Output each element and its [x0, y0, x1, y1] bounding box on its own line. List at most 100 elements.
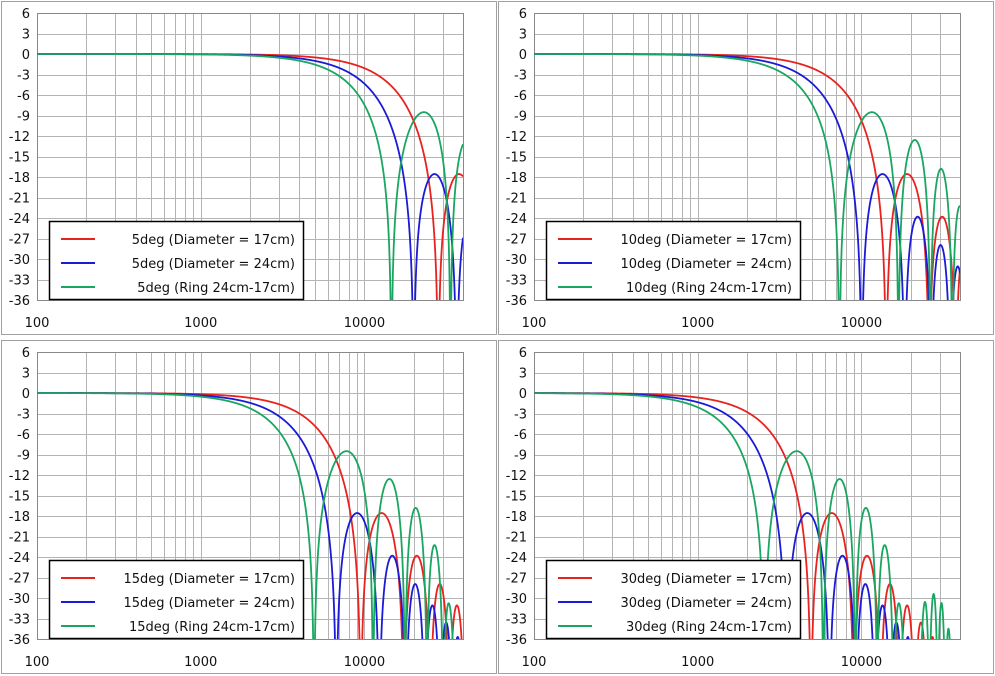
y-tick-label: 0: [22, 48, 30, 63]
legend-label: 5deg (Diameter = 17cm): [132, 233, 295, 248]
series-line-green: [534, 392, 951, 639]
y-tick-label: -24: [9, 212, 30, 227]
y-tick-label: -33: [9, 274, 30, 289]
x-tick-label: 10000: [344, 316, 385, 331]
legend: 15deg (Diameter = 17cm) 15deg (Diameter =…: [48, 559, 305, 640]
y-tick-label: -9: [17, 449, 30, 464]
y-tick-label: 3: [22, 367, 30, 382]
y-tick-label: -36: [506, 633, 527, 648]
x-tick-label: 10000: [841, 655, 882, 670]
y-tick-label: -15: [506, 490, 527, 505]
y-tick-label: -3: [17, 69, 30, 84]
y-tick-label: -24: [506, 551, 527, 566]
x-tick-label: 10000: [841, 316, 882, 331]
series-line-green: [37, 53, 463, 300]
x-tick-label: 1000: [681, 316, 714, 331]
legend-label: 10deg (Ring 24cm-17cm): [626, 281, 792, 296]
legend-label: 5deg (Diameter = 24cm): [132, 257, 295, 272]
y-tick-label: -36: [506, 294, 527, 309]
legend-label: 5deg (Ring 24cm-17cm): [137, 281, 295, 296]
series-line-green: [534, 53, 960, 300]
y-tick-label: -6: [17, 89, 30, 104]
y-tick-label: -18: [506, 510, 527, 525]
x-tick-label: 10000: [344, 655, 385, 670]
y-tick-label: -3: [514, 69, 527, 84]
x-tick-label: 1000: [184, 316, 217, 331]
plot-area: [534, 352, 961, 640]
y-tick-label: -30: [9, 253, 30, 268]
y-tick-label: -3: [514, 408, 527, 423]
y-tick-label: -18: [506, 171, 527, 186]
x-tick-label: 1000: [184, 655, 217, 670]
legend-label: 15deg (Diameter = 17cm): [123, 572, 295, 587]
y-tick-label: -12: [9, 130, 30, 145]
plot-area: [37, 13, 464, 301]
y-tick-label: -27: [506, 572, 527, 587]
y-tick-label: -12: [506, 469, 527, 484]
y-tick-label: 0: [519, 387, 527, 402]
y-tick-label: -36: [9, 294, 30, 309]
legend-label: 15deg (Ring 24cm-17cm): [129, 620, 295, 635]
y-tick-label: 6: [519, 7, 527, 22]
y-tick-label: -9: [514, 110, 527, 125]
x-tick-label: 100: [25, 316, 50, 331]
y-tick-label: -6: [514, 89, 527, 104]
y-tick-label: 3: [519, 28, 527, 43]
legend-label: 10deg (Diameter = 24cm): [620, 257, 792, 272]
y-tick-label: -30: [506, 253, 527, 268]
y-tick-label: -15: [9, 151, 30, 166]
series-line-green: [37, 392, 454, 639]
y-tick-label: 6: [22, 346, 30, 361]
grid: [534, 13, 961, 301]
y-tick-label: -12: [506, 130, 527, 145]
legend: 30deg (Diameter = 17cm) 30deg (Diameter =…: [545, 559, 802, 640]
y-tick-label: -21: [9, 531, 30, 546]
y-tick-label: -21: [506, 192, 527, 207]
y-tick-label: -15: [506, 151, 527, 166]
y-tick-label: 3: [22, 28, 30, 43]
chart-panel-2: 6 3 0 -3 -6 -9 -12 -15 -18 -21 -24 -27 -30 -33 -36 100 1…: [498, 1, 994, 335]
y-tick-label: -27: [9, 233, 30, 248]
y-tick-label: -21: [9, 192, 30, 207]
plot-area: [534, 13, 961, 301]
legend-label: 15deg (Diameter = 24cm): [123, 596, 295, 611]
x-tick-label: 100: [522, 655, 547, 670]
y-tick-label: 6: [519, 346, 527, 361]
y-tick-label: 6: [22, 7, 30, 22]
chart-panel-1: 6 3 0 -3 -6 -9 -12 -15 -18 -21 -24 -27 -30 -33 -36 100 1…: [1, 1, 497, 335]
y-tick-label: -9: [514, 449, 527, 464]
y-tick-label: -33: [9, 613, 30, 628]
chart-panel-4: 6 3 0 -3 -6 -9 -12 -15 -18 -21 -24 -27 -30 -33 -36 100 1…: [498, 340, 994, 674]
y-tick-label: -24: [9, 551, 30, 566]
x-tick-label: 100: [522, 316, 547, 331]
y-tick-label: -33: [506, 274, 527, 289]
legend-label: 30deg (Diameter = 17cm): [620, 572, 792, 587]
y-tick-label: 0: [519, 48, 527, 63]
legend-label: 30deg (Diameter = 24cm): [620, 596, 792, 611]
y-tick-label: -6: [17, 428, 30, 443]
chart-panel-3: 6 3 0 -3 -6 -9 -12 -15 -18 -21 -24 -27 -30 -33 -36 100 1…: [1, 340, 497, 674]
legend: 5deg (Diameter = 17cm) 5deg (Diameter = 2…: [48, 220, 305, 301]
plot-area: [37, 352, 464, 640]
y-tick-label: -18: [9, 510, 30, 525]
y-tick-label: -27: [506, 233, 527, 248]
x-tick-label: 1000: [681, 655, 714, 670]
y-tick-label: -9: [17, 110, 30, 125]
y-tick-label: -12: [9, 469, 30, 484]
legend-label: 10deg (Diameter = 17cm): [620, 233, 792, 248]
legend-label: 30deg (Ring 24cm-17cm): [626, 620, 792, 635]
legend: 10deg (Diameter = 17cm) 10deg (Diameter =…: [545, 220, 802, 301]
y-tick-label: -30: [9, 592, 30, 607]
y-tick-label: 3: [519, 367, 527, 382]
y-tick-label: -21: [506, 531, 527, 546]
y-tick-label: -24: [506, 212, 527, 227]
y-tick-label: -33: [506, 613, 527, 628]
y-tick-label: -6: [514, 428, 527, 443]
y-tick-label: -36: [9, 633, 30, 648]
y-tick-label: -3: [17, 408, 30, 423]
y-tick-label: -15: [9, 490, 30, 505]
y-tick-label: 0: [22, 387, 30, 402]
y-tick-label: -30: [506, 592, 527, 607]
y-tick-label: -27: [9, 572, 30, 587]
